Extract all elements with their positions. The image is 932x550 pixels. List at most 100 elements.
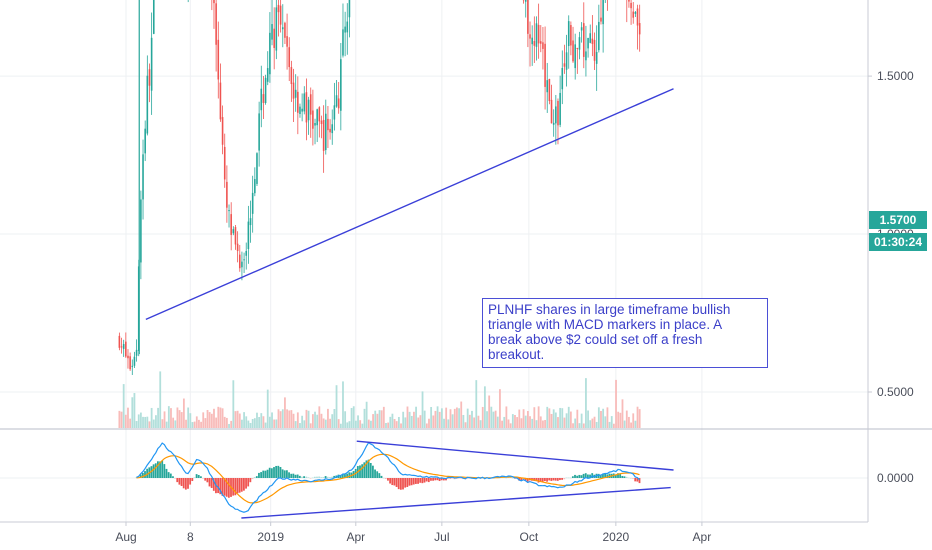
macd-histogram-bar [393,478,396,486]
macd-histogram-bar [451,478,454,479]
macd-histogram-bar [606,474,609,478]
macd-histogram-bar [571,476,574,478]
macd-histogram-bar [154,463,157,478]
candle [593,32,596,71]
volume-bar [434,410,437,428]
candle [557,98,559,145]
candle-body [548,79,551,102]
candle-body [602,0,604,25]
macd-histogram-bar [311,477,314,479]
candle-body [219,82,222,120]
x-tick-label: Apr [346,530,365,544]
candle-body [290,67,293,85]
candle-body [262,94,265,103]
candle-body [243,259,245,261]
candle-body [527,0,529,34]
macd-histogram-bar [206,478,209,483]
volume-bar [277,409,280,428]
volume-bar [178,410,181,428]
macd-histogram-bar [152,464,155,478]
macd-histogram-bar [144,471,146,478]
candle [529,21,531,67]
macd-histogram-bar [195,474,198,478]
volume-bar [610,416,613,428]
candle-body [595,52,598,64]
volume-bar [518,409,521,428]
volume-bar [279,411,282,428]
macd-histogram-bar [417,478,419,484]
macd-histogram-bar [567,477,570,479]
candle-body [337,98,340,109]
volume-bar [628,416,630,428]
macd-histogram-bar [262,470,265,478]
volume-bar [604,416,607,428]
candle-body [324,113,327,151]
candle [314,118,316,145]
macd-histogram-bar [580,475,583,478]
candle-body [567,21,570,47]
volume-bar [546,406,549,428]
volume-bar [316,414,319,428]
candle [531,25,533,66]
volume-bar [589,420,592,428]
volume-bar [335,385,338,428]
macd-histogram-bar [466,478,469,479]
candle [316,108,318,143]
macd-histogram-bar [316,476,318,478]
candle [120,337,123,354]
macd-histogram-bar [438,478,441,482]
candle [607,0,608,11]
candle-body [254,179,256,194]
candle [307,96,310,135]
candle [249,200,252,243]
volume-bar [361,423,364,428]
volume-bar [608,421,611,428]
volume-bar [526,411,529,428]
candle-body [331,124,334,134]
volume-bar [419,415,422,428]
annotation-box[interactable]: PLNHF shares in large timeframe bullish … [482,298,768,368]
macd-histogram-bar [539,478,542,482]
candle [232,226,235,236]
y-tick-label: 0.5000 [877,385,914,399]
macd-histogram-bar [217,478,220,494]
candle [264,74,267,105]
candle-body [221,117,224,145]
macd-histogram-bar [602,473,604,478]
candle-body [348,0,351,18]
volume-bar [238,413,241,428]
volume-bar [563,417,566,428]
candle-body [277,4,280,13]
volume-bar [432,415,435,428]
candle [565,34,568,87]
volume-bar [292,413,295,428]
volume-bar [447,419,450,428]
macd-histogram-bar [322,477,325,478]
macd-histogram-bar [402,478,404,490]
candle [329,119,331,140]
macd-histogram-bar [243,478,245,491]
candle-body [127,355,129,359]
time-axis[interactable]: Aug 8 2019 Apr Jul Oct 2020 Apr [115,522,711,544]
candle-body [340,59,342,111]
volume-bar [406,406,409,428]
macd-histogram-bar [399,478,402,490]
volume-bar [488,395,491,428]
macd-histogram-bar [232,478,235,496]
volume-bar [127,407,129,428]
macd-histogram-bar [552,478,555,481]
volume-bar [606,407,609,428]
macd-histogram-bar [434,478,437,481]
candle-body [572,40,574,62]
macd-histogram-bar [341,473,344,478]
macd-histogram-bar [331,476,333,478]
candle [148,63,151,103]
macd-histogram-bar [619,474,622,478]
candle [221,105,224,155]
volume-bar [339,423,342,428]
volume-bar [260,413,263,428]
macd-histogram-bar [245,478,247,489]
candle-body [309,94,312,115]
macd-histogram-bar [264,470,267,478]
